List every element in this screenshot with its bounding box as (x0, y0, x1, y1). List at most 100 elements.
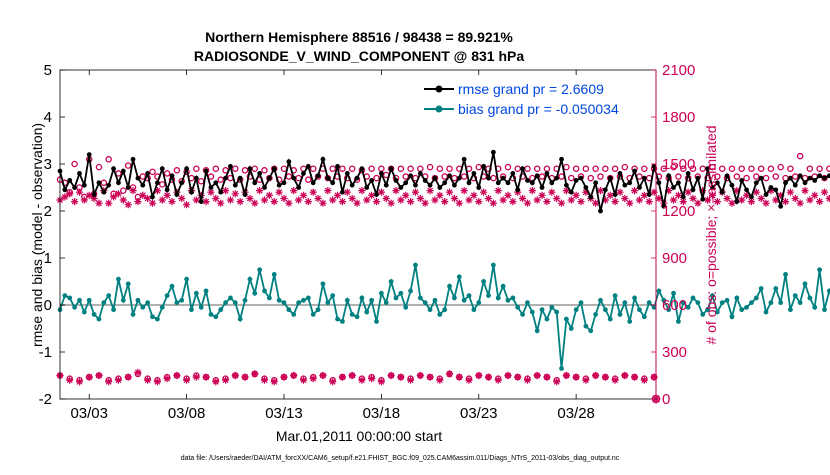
bias-point (641, 314, 647, 320)
obs-possible-point (738, 165, 745, 172)
obs-assimilated-point (635, 196, 643, 204)
bias-point (656, 288, 662, 294)
bias-point (578, 300, 584, 306)
rmse-point (778, 203, 784, 209)
obs-assimilated-point (226, 196, 234, 204)
bias-point (169, 283, 175, 289)
obs-assimilated-point (407, 376, 415, 384)
rmse-point (724, 173, 730, 179)
bias-point (374, 319, 379, 324)
bias-point (266, 295, 272, 301)
bias-point (456, 274, 462, 280)
obs-assimilated-point (621, 194, 629, 203)
obs-assimilated-point (426, 187, 434, 195)
obs-possible-point (806, 165, 814, 172)
obs-assimilated-point (767, 187, 775, 195)
bias-point (826, 288, 830, 294)
bias-point (758, 286, 764, 291)
obs-assimilated-point (95, 199, 103, 207)
obs-assimilated-point (144, 194, 152, 203)
obs-assimilated-point (275, 188, 283, 196)
rmse-point (471, 171, 477, 176)
obs-assimilated-point (236, 198, 244, 206)
legend: rmse grand pr = 2.6609 bias grand pr = -0… (420, 77, 648, 121)
bias-point (685, 304, 691, 310)
obs-assimilated-point (582, 188, 590, 196)
obs-assimilated-point (173, 371, 181, 380)
obs-assimilated-point (265, 191, 273, 199)
obs-possible-point (582, 165, 590, 172)
bias-point (661, 297, 667, 303)
rmse-point (637, 185, 642, 190)
obs-assimilated-point (212, 378, 220, 386)
series-obs-assimilated-low (56, 368, 658, 386)
rmse-point (198, 199, 204, 205)
obs-assimilated-point (402, 191, 410, 199)
bias-point (598, 297, 603, 303)
bias-point (705, 307, 711, 313)
obs-possible-point (821, 174, 828, 182)
rmse-point (787, 175, 793, 181)
plot-area: -2 -1 0 1 2 3 4 5 0 300 600 900 1200 1500 1800 2100 03/0… (39, 62, 830, 422)
obs-assimilated-point (241, 373, 249, 381)
obs-assimilated-point (387, 199, 395, 207)
obs-assimilated-point (762, 199, 770, 207)
obs-assimilated-point (192, 373, 200, 381)
obs-assimilated-point (553, 194, 561, 203)
obs-assimilated-point (543, 198, 551, 206)
obs-assimilated-point (251, 199, 259, 207)
bias-point (86, 297, 92, 303)
bias-point (710, 293, 715, 298)
bias-point (783, 272, 788, 277)
rmse-point (164, 187, 170, 193)
rmse-point (622, 182, 628, 188)
obs-assimilated-point (212, 194, 220, 203)
bias-point (568, 326, 574, 331)
rmse-point (690, 187, 696, 193)
y-right-tick-label: 1500 (662, 156, 695, 173)
rmse-point (193, 175, 199, 181)
bias-point (305, 295, 311, 301)
obs-assimilated-point (562, 187, 570, 195)
obs-assimilated-point (640, 376, 648, 384)
bias-point (525, 300, 530, 306)
bias-point (145, 300, 151, 306)
rmse-point (301, 171, 306, 176)
obs-possible-point (796, 152, 804, 160)
obs-assimilated-point (601, 373, 609, 381)
obs-possible-point (728, 165, 736, 172)
obs-assimilated-point (397, 196, 405, 204)
rmse-point (627, 180, 633, 186)
obs-assimilated-point (801, 187, 809, 195)
obs-assimilated-point (679, 198, 687, 206)
obs-assimilated-point (699, 187, 707, 195)
obs-assimilated-point (338, 373, 346, 381)
obs-assimilated-point (611, 376, 619, 384)
obs-assimilated-point (363, 196, 371, 204)
obs-assimilated-point (786, 188, 794, 196)
bias-point (408, 288, 413, 294)
obs-assimilated-point (494, 376, 502, 384)
bias-point (320, 281, 326, 287)
obs-assimilated-point (397, 373, 405, 381)
obs-assimilated-point (192, 196, 200, 204)
obs-assimilated-point (372, 198, 381, 206)
obs-possible-point (568, 174, 575, 182)
rmse-point (135, 175, 141, 181)
bias-point (442, 307, 448, 313)
bias-point (101, 300, 107, 306)
obs-assimilated-point (436, 191, 444, 199)
obs-assimilated-point (631, 187, 639, 195)
rmse-point (447, 173, 452, 179)
obs-possible-point (762, 174, 770, 182)
rmse-point (106, 182, 112, 188)
bias-point (125, 281, 131, 287)
obs-possible-point (611, 165, 619, 172)
rmse-point (792, 182, 798, 188)
obs-assimilated-point (484, 194, 493, 203)
obs-assimilated-point (674, 191, 682, 199)
rmse-point (525, 178, 530, 183)
obs-assimilated-point (80, 196, 88, 204)
obs-assimilated-point (689, 194, 697, 203)
